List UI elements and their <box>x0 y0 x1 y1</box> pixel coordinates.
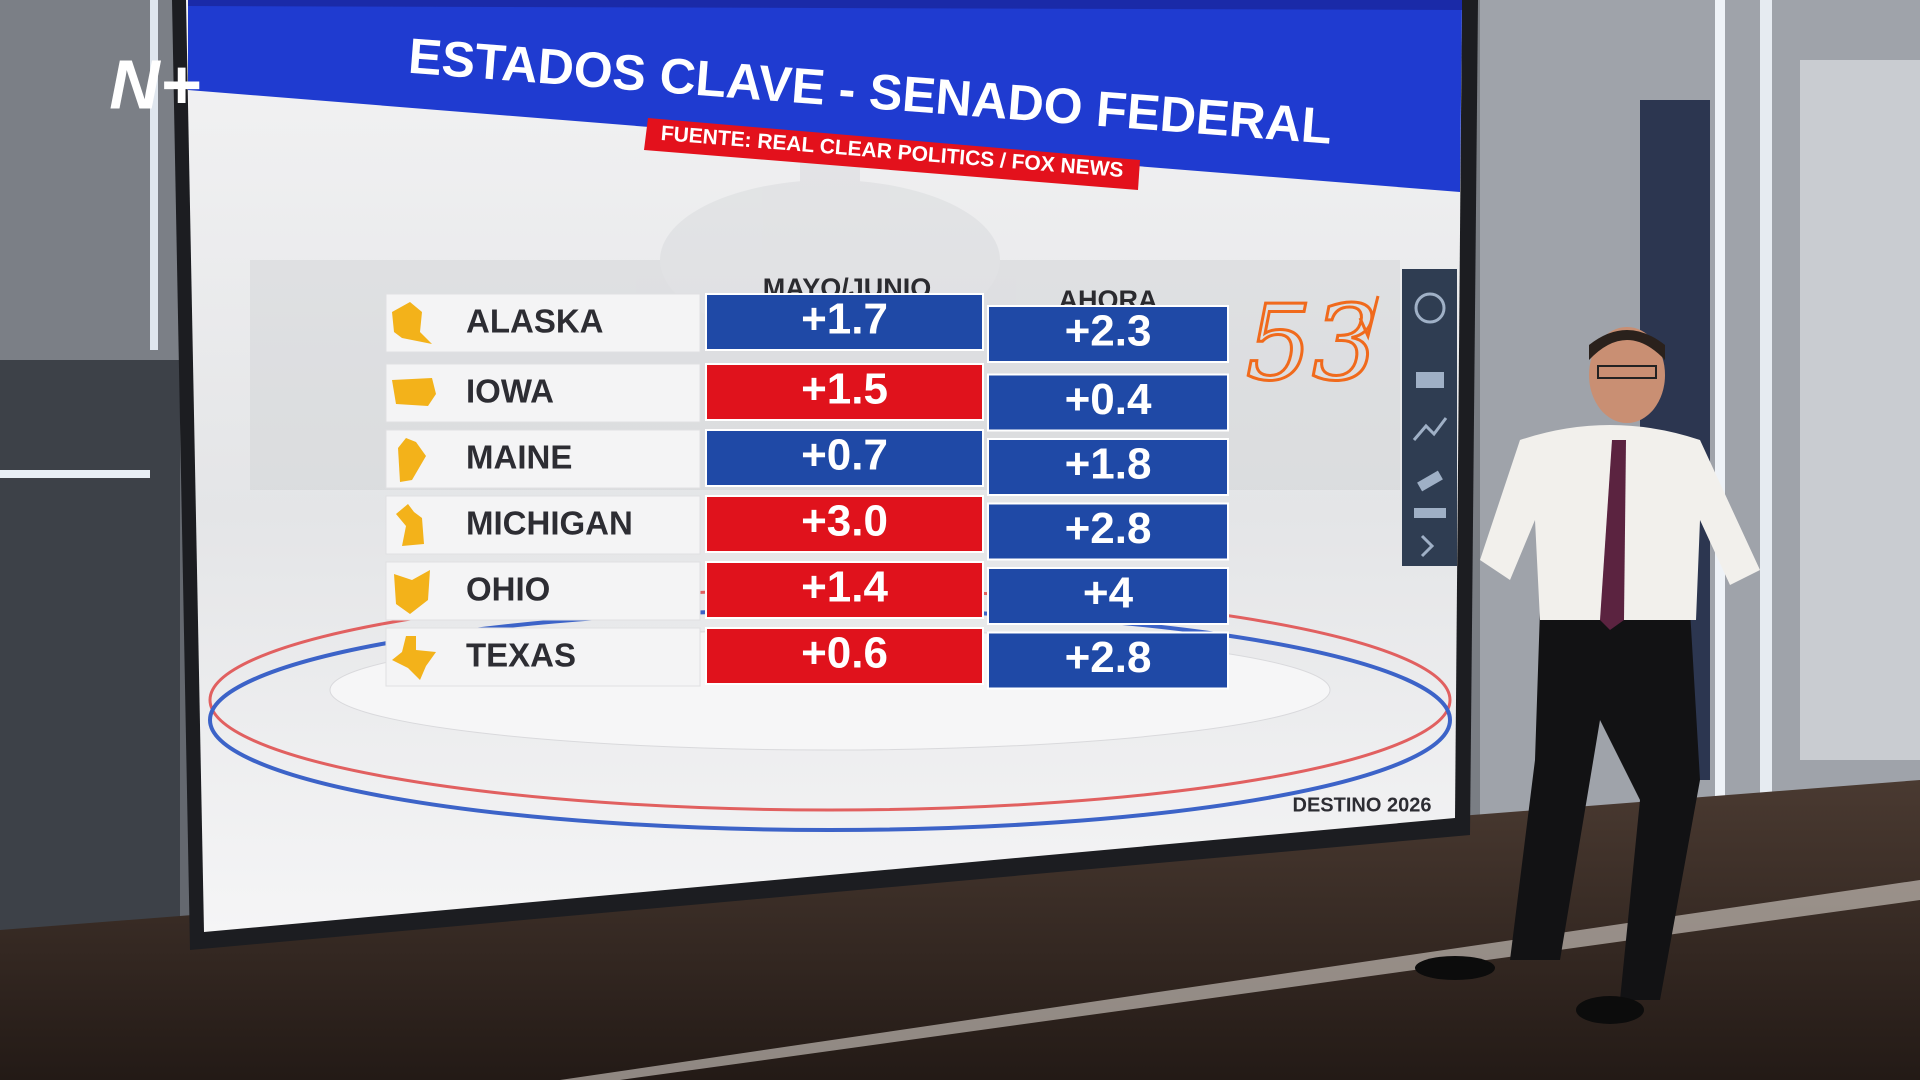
tool-pen[interactable] <box>1414 508 1446 518</box>
value-cell <box>705 495 984 553</box>
value: +1.7 <box>801 295 888 344</box>
tool-check[interactable] <box>1414 292 1446 324</box>
table-row: ALASKA +1.7 +2.3 <box>385 293 1229 363</box>
handwritten-check <box>1358 295 1380 341</box>
value-cell <box>987 373 1229 432</box>
value: +1.8 <box>1065 440 1152 489</box>
title-banner-edge <box>188 0 1462 10</box>
state-cell <box>385 293 701 353</box>
state-icon <box>392 302 432 344</box>
value: +0.7 <box>801 431 888 480</box>
state-cell <box>385 627 701 687</box>
table-row: MAINE +0.7 +1.8 <box>385 429 1229 496</box>
state-name: ALASKA <box>466 303 604 340</box>
tool-line[interactable] <box>1412 417 1448 441</box>
value-cell <box>987 567 1229 625</box>
value-cell <box>705 363 984 421</box>
value-cell <box>705 429 984 487</box>
presenter <box>1415 327 1760 1024</box>
value: +2.8 <box>1065 504 1152 553</box>
tool-next[interactable] <box>1420 534 1435 558</box>
program-brand: DESTINO 2026 <box>1293 794 1432 816</box>
channel-logo: N+ <box>109 45 200 123</box>
state-cell <box>385 363 701 423</box>
table-row: IOWA +1.5 +0.4 <box>385 363 1229 432</box>
floor-light-strip <box>560 880 1920 1080</box>
value: +2.8 <box>1065 633 1152 682</box>
table-row: OHIO +1.4 +4 <box>385 561 1229 625</box>
state-name: IOWA <box>466 373 554 410</box>
title-banner <box>188 0 1462 192</box>
state-name: MAINE <box>466 439 572 476</box>
state-name: TEXAS <box>466 637 576 674</box>
value: +1.4 <box>801 563 888 612</box>
state-icon <box>398 438 426 482</box>
state-icon <box>392 378 436 406</box>
state-cell <box>385 429 701 489</box>
value: +1.5 <box>801 365 888 414</box>
value-cell <box>987 631 1229 690</box>
value: +0.6 <box>801 629 888 678</box>
state-name: OHIO <box>466 571 550 608</box>
value-cell <box>987 438 1229 496</box>
table-row: TEXAS +0.6 +2.8 <box>385 627 1229 690</box>
tool-bars[interactable] <box>1416 372 1444 388</box>
value-cell <box>987 305 1229 363</box>
value-cell <box>705 627 984 685</box>
state-name: MICHIGAN <box>466 505 633 542</box>
left-wall-slats <box>0 0 180 980</box>
state-cell <box>385 495 701 555</box>
source-box <box>644 118 1140 190</box>
state-icon <box>392 636 436 680</box>
tool-eraser[interactable] <box>1417 470 1443 492</box>
value-cell <box>705 561 984 619</box>
studio-floor <box>0 780 1920 1080</box>
value: +0.4 <box>1065 375 1152 424</box>
tool-panel <box>1402 269 1457 566</box>
handwritten-annotation: 53 <box>1246 282 1378 404</box>
value: +3.0 <box>801 497 888 546</box>
value: +4 <box>1083 569 1134 618</box>
value: +2.3 <box>1065 307 1152 356</box>
state-icon <box>394 570 430 614</box>
table-row: MICHIGAN +3.0 +2.8 <box>385 495 1229 561</box>
value-cell <box>987 502 1229 561</box>
state-cell <box>385 561 701 621</box>
value-cell <box>705 293 984 351</box>
state-icon <box>396 504 424 546</box>
